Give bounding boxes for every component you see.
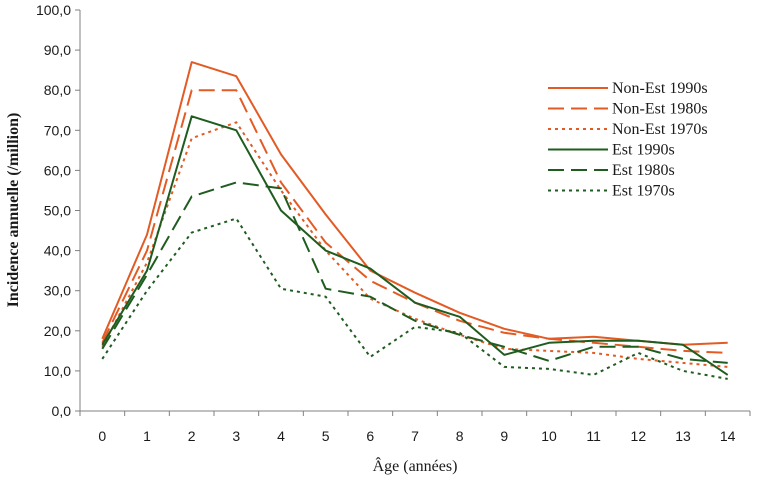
- x-ticks: 0 1 2 3 4 5 6 7 8 9 10 11 12 13 14: [79, 411, 751, 444]
- x-tick-label: 6: [366, 428, 374, 444]
- y-axis-label: Incidence annuelle (/million): [5, 113, 22, 308]
- series-line-2: [101, 121, 728, 368]
- legend-label: Non-Est 1980s: [612, 101, 708, 118]
- series-line-3: [101, 115, 729, 376]
- legend-label: Non-Est 1970s: [612, 121, 708, 138]
- y-tick-label: 10,0: [44, 363, 71, 379]
- legend-label: Est 1980s: [612, 162, 675, 179]
- x-tick-label: 11: [586, 428, 601, 444]
- x-tick-label: 7: [411, 428, 419, 444]
- series-line-5: [101, 217, 728, 380]
- y-tick-label: 80,0: [44, 82, 71, 98]
- x-tick-label: 3: [232, 428, 240, 444]
- x-tick-label: 10: [541, 428, 557, 444]
- y-tick-label: 70,0: [44, 122, 71, 138]
- y-tick-label: 50,0: [44, 203, 71, 219]
- series-lines: [101, 61, 729, 380]
- x-axis-label: Âge (années): [373, 456, 458, 475]
- x-tick-label: 13: [675, 428, 691, 444]
- y-tick-label: 60,0: [44, 162, 71, 178]
- series-line-4: [101, 181, 728, 364]
- y-tick-label: 90,0: [44, 42, 71, 58]
- y-tick-label: 0,0: [52, 403, 72, 419]
- y-tick-label: 20,0: [44, 323, 71, 339]
- x-tick-label: 0: [98, 428, 106, 444]
- legend-label: Non-Est 1990s: [612, 80, 708, 97]
- legend: Non-Est 1990s Non-Est 1980s Non-Est 1970s E…: [548, 80, 708, 200]
- y-tick-label: 100,0: [36, 2, 71, 18]
- legend-label: Est 1990s: [612, 142, 675, 159]
- y-tick-label: 30,0: [44, 283, 71, 299]
- y-tick-label: 40,0: [44, 243, 71, 259]
- x-tick-label: 14: [720, 428, 736, 444]
- series-line-0: [101, 61, 728, 346]
- legend-label: Est 1970s: [612, 183, 675, 200]
- x-tick-label: 1: [143, 428, 151, 444]
- x-tick-label: 12: [631, 428, 647, 444]
- x-tick-label: 4: [277, 428, 285, 444]
- x-tick-label: 2: [188, 428, 196, 444]
- x-tick-label: 5: [322, 428, 330, 444]
- x-tick-label: 9: [500, 428, 508, 444]
- x-tick-label: 8: [456, 428, 464, 444]
- y-ticks: 0,0 10,0 20,0 30,0 40,0 50,0 60,0 70,0 80,0 90,0 1…: [36, 2, 80, 419]
